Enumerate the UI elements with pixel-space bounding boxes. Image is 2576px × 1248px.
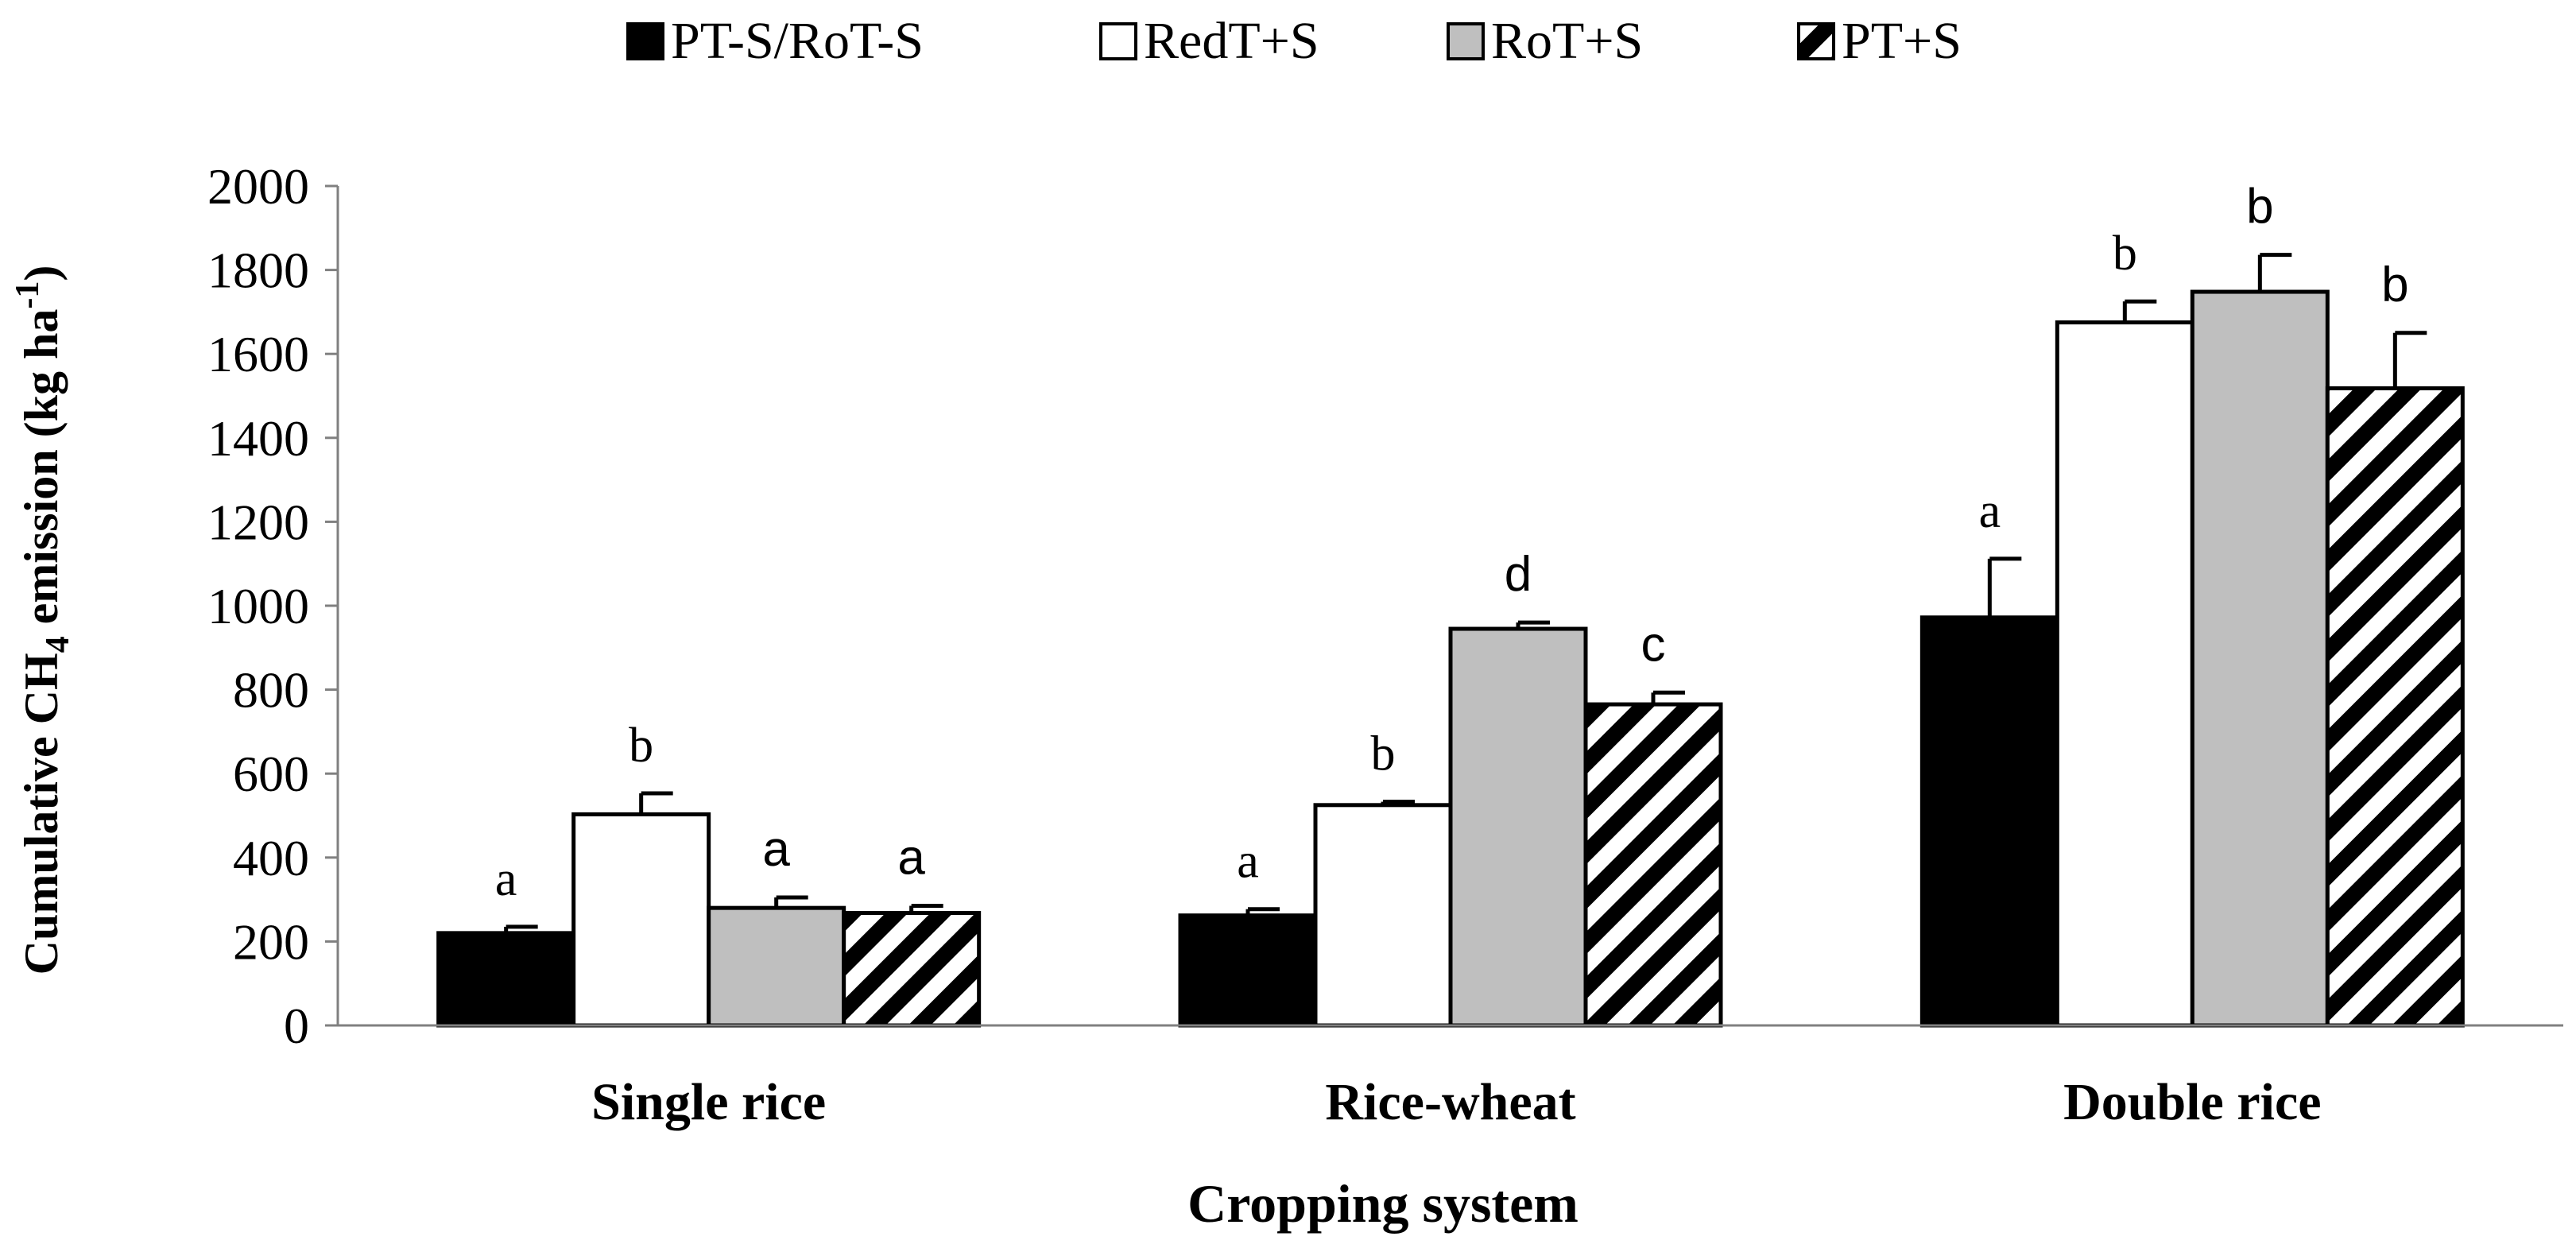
significance-letter: d [1505,547,1532,602]
x-axis-labels: Single rice Rice-wheat Double rice [591,1073,2321,1131]
significance-letter: a [762,822,790,877]
axes [336,186,2563,1027]
y-axis-title-suffix: ) [15,265,68,281]
significance-letter: b [1371,727,1396,781]
bar-white-2 [2055,320,2194,1028]
significance-letter: b [2246,180,2273,234]
significance-letter: b [2381,258,2408,312]
x-category-label: Double rice [2063,1073,2321,1131]
significance-letter: b [2113,227,2137,281]
x-category-label: Rice-wheat [1325,1073,1575,1131]
bar-black-1 [1178,913,1318,1028]
y-axis-title-subscript: 4 [40,636,76,653]
y-tick-label: 1800 [207,242,309,299]
y-axis-ticks: 0 200 400 600 800 1000 1200 1400 1600 1800 2000 [207,158,338,1054]
x-category-label: Single rice [591,1073,826,1131]
y-tick-label: 1400 [207,410,309,467]
legend: PT-S/RoT-S RedT+S RoT+S PT+S [626,12,1962,70]
bar-white-0 [571,812,711,1028]
legend-label: RedT+S [1144,12,1319,70]
bar-gray-1 [1448,626,1588,1028]
significance-letter: a [1237,835,1259,889]
bars: a b a a a b d c a b b b [436,180,2465,1028]
y-axis-title: Cumulative CH4 emission (kg ha-1) [10,265,76,975]
legend-swatch-hatch [1797,22,1835,60]
legend-swatch-white [1099,22,1137,60]
x-axis-title: Cropping system [1187,1173,1579,1234]
bar-gray-2 [2190,289,2330,1028]
significance-letter: a [897,831,925,886]
y-axis-title-prefix: Cumulative CH [15,653,68,975]
y-tick-label: 1000 [207,578,309,634]
y-tick-label: 200 [233,913,309,970]
y-tick-label: 800 [233,662,309,719]
bar-hatch-1 [1583,702,1723,1028]
legend-swatch-gray [1447,22,1485,60]
significance-letter: a [495,852,517,906]
legend-label: PT-S/RoT-S [671,12,924,70]
bar-black-0 [436,931,576,1028]
y-tick-label: 1200 [207,494,309,550]
y-tick-label: 400 [233,830,309,886]
y-tick-label: 0 [284,998,309,1054]
bar-white-1 [1313,803,1453,1028]
y-tick-label: 600 [233,746,309,802]
bar-gray-0 [707,905,846,1028]
bar-black-2 [1919,615,2059,1028]
bar-hatch-2 [2325,386,2465,1028]
significance-letter: a [1979,484,2001,538]
y-tick-label: 2000 [207,158,309,215]
significance-letter: c [1641,617,1666,672]
significance-letter: b [629,719,653,773]
y-tick-label: 1600 [207,326,309,382]
y-axis-title-superscript: -1 [10,281,46,309]
legend-swatch-black [626,22,664,60]
legend-label: RoT+S [1491,12,1643,70]
bar-hatch-0 [842,910,982,1028]
legend-label: PT+S [1842,12,1962,70]
y-axis-title-middle: emission (kg ha [15,309,68,637]
